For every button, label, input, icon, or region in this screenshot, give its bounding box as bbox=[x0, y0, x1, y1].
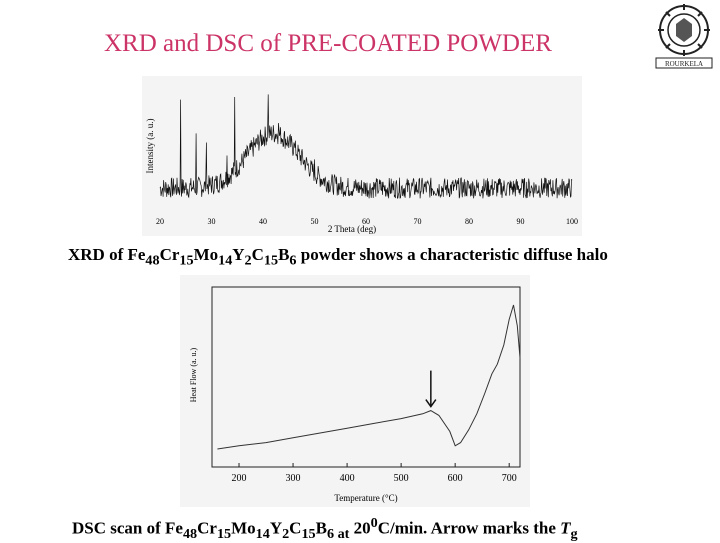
dsc-tick-label: 200 bbox=[232, 473, 247, 484]
dsc-caption: DSC scan of Fe48Cr15Mo14Y2C15B6 at 200C/… bbox=[72, 515, 578, 543]
xrd-tick-label: 100 bbox=[566, 217, 578, 226]
xrd-series-line bbox=[159, 94, 573, 199]
dsc-tick-label: 400 bbox=[340, 473, 355, 484]
xrd-tick-label: 40 bbox=[259, 217, 267, 226]
institute-logo-icon: ROURKELA bbox=[655, 4, 713, 69]
xrd-tick-label: 50 bbox=[311, 217, 319, 226]
xrd-tick-label: 60 bbox=[362, 217, 370, 226]
xrd-chart: Intensity (a. u.) 2 Theta (deg) 20 30 40 50… bbox=[142, 76, 582, 236]
xrd-tick-label: 30 bbox=[208, 217, 216, 226]
dsc-chart: Heat Flow (a. u.) Temperature (°C) 200 30… bbox=[180, 275, 530, 507]
dsc-xlabel: Temperature (°C) bbox=[334, 493, 397, 503]
dsc-tick-label: 500 bbox=[394, 473, 409, 484]
slide-title: XRD and DSC of PRE-COATED POWDER bbox=[104, 30, 552, 57]
tg-arrow bbox=[425, 370, 437, 408]
xrd-tick-label: 80 bbox=[465, 217, 473, 226]
xrd-ylabel: Intensity (a. u.) bbox=[145, 119, 155, 174]
xrd-tick-label: 90 bbox=[517, 217, 525, 226]
xrd-caption: XRD of Fe48Cr15Mo14Y2C15B6 powder shows … bbox=[68, 245, 608, 269]
dsc-plot-frame bbox=[211, 286, 521, 468]
dsc-tick-label: 700 bbox=[502, 473, 517, 484]
dsc-tick-label: 300 bbox=[286, 473, 301, 484]
xrd-tick-label: 20 bbox=[156, 217, 164, 226]
xrd-xlabel: 2 Theta (deg) bbox=[328, 224, 376, 234]
xrd-tick-label: 70 bbox=[414, 217, 422, 226]
dsc-series-line bbox=[217, 304, 521, 450]
dsc-tick-label: 600 bbox=[448, 473, 463, 484]
logo-text: ROURKELA bbox=[665, 60, 703, 68]
dsc-ylabel: Heat Flow (a. u.) bbox=[189, 347, 198, 402]
